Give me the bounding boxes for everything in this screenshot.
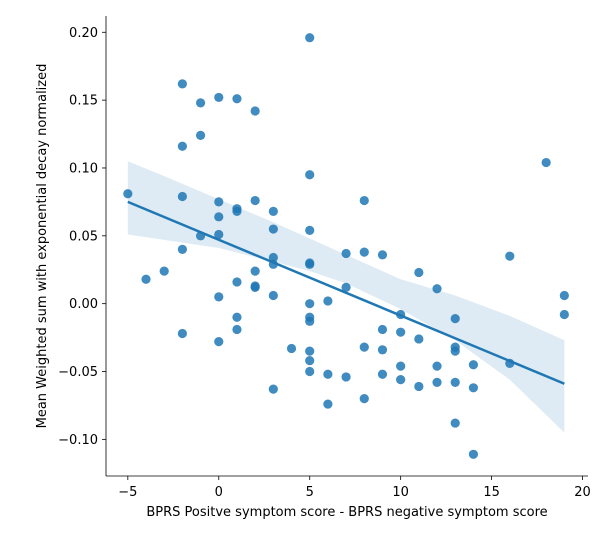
data-point bbox=[377, 324, 388, 335]
data-point bbox=[305, 225, 315, 235]
data-point bbox=[214, 292, 224, 302]
data-point bbox=[286, 343, 297, 354]
confidence-band bbox=[127, 161, 565, 433]
data-point bbox=[268, 290, 278, 301]
x-tick-label: 10 bbox=[392, 485, 409, 500]
data-point bbox=[341, 248, 351, 259]
axes bbox=[105, 16, 588, 477]
data-point bbox=[377, 250, 388, 260]
data-point bbox=[396, 361, 406, 371]
x-tick-label: −5 bbox=[118, 485, 137, 500]
data-point bbox=[396, 327, 406, 337]
data-point bbox=[214, 337, 224, 347]
data-point bbox=[414, 267, 424, 278]
data-point bbox=[505, 251, 515, 261]
data-point bbox=[359, 342, 369, 352]
x-tick-label: 0 bbox=[215, 485, 223, 500]
data-point bbox=[559, 290, 569, 301]
data-point bbox=[359, 247, 369, 257]
data-point bbox=[268, 206, 278, 216]
data-point bbox=[305, 259, 315, 269]
y-tick-label: 0.05 bbox=[69, 229, 98, 244]
data-point bbox=[359, 394, 369, 404]
data-point bbox=[323, 369, 333, 379]
data-point bbox=[250, 282, 260, 292]
data-point bbox=[177, 79, 187, 89]
data-point bbox=[123, 189, 133, 199]
data-point bbox=[250, 266, 260, 276]
data-point bbox=[414, 381, 424, 392]
data-point bbox=[396, 375, 406, 385]
data-point bbox=[559, 309, 569, 320]
y-axis-label: Mean Weighted sum with exponential decay… bbox=[35, 64, 50, 429]
data-point bbox=[305, 33, 315, 43]
data-point bbox=[341, 282, 351, 292]
data-point bbox=[141, 274, 151, 284]
data-point bbox=[177, 141, 187, 151]
data-point bbox=[232, 312, 242, 322]
data-point bbox=[432, 377, 442, 387]
data-point bbox=[305, 346, 315, 356]
data-point bbox=[450, 346, 460, 356]
data-point bbox=[377, 369, 388, 379]
x-tick-label: 5 bbox=[306, 485, 314, 500]
data-point bbox=[305, 316, 315, 326]
y-ticks: −0.10 −0.05 0.00 0.05 0.10 0.15 0.20 bbox=[58, 26, 106, 448]
data-point bbox=[305, 366, 315, 377]
data-point bbox=[359, 195, 369, 206]
y-tick-label: 0.15 bbox=[69, 94, 98, 109]
y-tick-label: 0.00 bbox=[69, 297, 98, 312]
data-point bbox=[305, 299, 315, 309]
data-point bbox=[468, 383, 479, 393]
y-tick-label: 0.10 bbox=[69, 161, 98, 176]
regression-line-layer bbox=[127, 200, 565, 385]
data-point bbox=[232, 277, 242, 287]
data-point bbox=[232, 206, 242, 216]
x-tick-label: 20 bbox=[574, 485, 591, 500]
data-point bbox=[177, 244, 187, 254]
data-point bbox=[250, 106, 260, 116]
data-point bbox=[305, 170, 315, 180]
data-point bbox=[450, 418, 460, 428]
x-axis-label: BPRS Positve symptom score - BPRS negati… bbox=[146, 505, 547, 520]
data-point bbox=[377, 345, 388, 355]
data-point bbox=[323, 296, 333, 306]
regression-line bbox=[127, 200, 565, 385]
y-tick-label: 0.20 bbox=[69, 26, 98, 41]
data-point bbox=[177, 191, 187, 202]
data-point bbox=[195, 130, 206, 141]
x-ticks: −5 0 5 10 15 20 bbox=[118, 476, 591, 500]
data-point bbox=[323, 399, 333, 409]
data-point bbox=[450, 314, 460, 324]
x-tick-label: 15 bbox=[483, 485, 500, 500]
y-tick-label: −0.05 bbox=[58, 365, 98, 380]
data-point bbox=[268, 384, 278, 394]
data-point bbox=[541, 157, 551, 168]
data-point bbox=[159, 266, 169, 276]
data-point bbox=[468, 449, 479, 459]
data-point bbox=[214, 92, 224, 103]
data-point bbox=[214, 212, 224, 222]
data-point bbox=[432, 361, 442, 371]
data-point bbox=[468, 360, 479, 370]
data-point bbox=[305, 356, 315, 366]
data-point bbox=[177, 328, 187, 339]
confidence-band-layer bbox=[127, 161, 565, 433]
data-point bbox=[414, 334, 424, 344]
data-point bbox=[268, 252, 278, 263]
data-point bbox=[250, 195, 260, 206]
data-point bbox=[268, 224, 278, 234]
data-point bbox=[214, 229, 224, 240]
data-point bbox=[214, 197, 224, 207]
data-point bbox=[450, 377, 460, 387]
data-point bbox=[195, 98, 206, 108]
data-point bbox=[341, 372, 351, 382]
data-point bbox=[232, 94, 242, 104]
data-point bbox=[432, 284, 442, 294]
y-tick-label: −0.10 bbox=[58, 433, 98, 448]
data-points bbox=[123, 33, 569, 459]
data-point bbox=[232, 324, 242, 335]
